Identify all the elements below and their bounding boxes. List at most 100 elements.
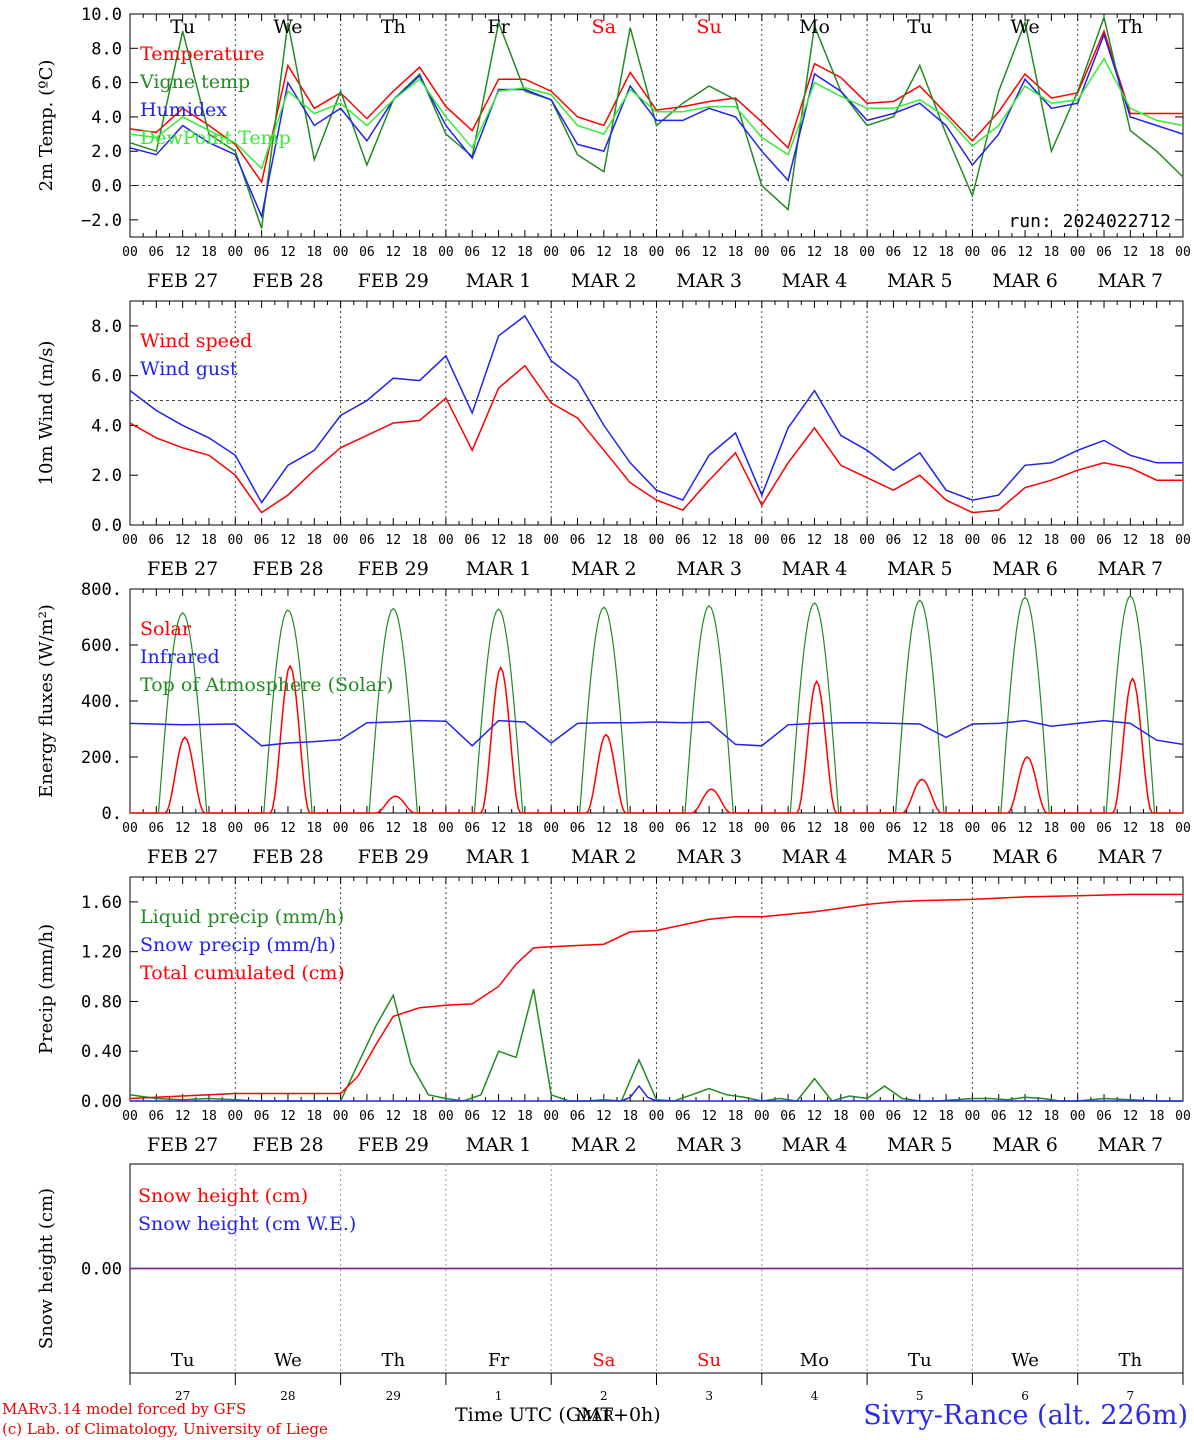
hour-label: 18 (306, 245, 322, 260)
hour-label: 00 (1175, 533, 1191, 548)
hour-label: 00 (754, 245, 770, 260)
hour-label: 12 (807, 245, 823, 260)
date-label: MAR 2 (571, 558, 637, 580)
hour-label: 00 (965, 1109, 981, 1124)
legend-entry: Liquid precip (mm/h) (140, 906, 344, 928)
hour-label: 12 (912, 821, 928, 836)
hour-label: 12 (491, 821, 507, 836)
hour-label: 00 (438, 1109, 454, 1124)
date-label: MAR 1 (466, 270, 532, 292)
hour-label: 18 (728, 245, 744, 260)
hour-label: 06 (464, 1109, 480, 1124)
hour-label: 06 (991, 821, 1007, 836)
series-line-solar (130, 664, 1183, 814)
y-tick-label: 8.0 (91, 39, 122, 59)
day-number: 29 (386, 1389, 401, 1403)
hour-label: 00 (227, 1109, 243, 1124)
hour-label: 18 (1044, 821, 1060, 836)
hour-label: 12 (1123, 1109, 1139, 1124)
hour-label: 00 (543, 533, 559, 548)
date-label: FEB 28 (252, 846, 323, 868)
hour-label: 06 (886, 245, 902, 260)
hour-label: 12 (807, 1109, 823, 1124)
hour-label: 00 (754, 1109, 770, 1124)
day-label: Th (381, 1350, 405, 1371)
date-label: MAR 7 (1098, 558, 1164, 580)
hour-label: 00 (754, 821, 770, 836)
y-tick-label: 800. (81, 580, 122, 600)
series-line-total-cumulated-cm- (129, 893, 1183, 1100)
hour-label: 18 (833, 821, 849, 836)
y-axis-label: 10m Wind (m/s) (36, 341, 57, 486)
hour-label: 00 (859, 1109, 875, 1124)
hour-label: 18 (1149, 821, 1165, 836)
legend-entry: Top of Atmosphere (Solar) (140, 674, 393, 696)
hour-label: 18 (412, 821, 428, 836)
hour-label: 06 (780, 533, 796, 548)
hour-label: 18 (306, 1109, 322, 1124)
legend-entry: Temperature (140, 43, 264, 65)
hour-label: 00 (438, 533, 454, 548)
hour-label: 00 (1175, 245, 1191, 260)
hour-label: 12 (280, 821, 296, 836)
hour-label: 12 (175, 821, 191, 836)
hour-label: 00 (965, 821, 981, 836)
date-label: MAR 1 (466, 846, 532, 868)
hour-label: 06 (359, 1109, 375, 1124)
hour-label: 12 (385, 1109, 401, 1124)
hour-label: 18 (201, 1109, 217, 1124)
hour-label: 06 (359, 245, 375, 260)
y-axis-label: Energy fluxes (W/m²) (36, 604, 57, 798)
hour-label: 12 (175, 1109, 191, 1124)
series-line-dewpoint-temp (129, 57, 1184, 170)
hour-label: 18 (517, 533, 533, 548)
hour-label: 12 (807, 821, 823, 836)
hour-label: 00 (333, 1109, 349, 1124)
hour-label: 00 (543, 1109, 559, 1124)
series-line-infrared (129, 719, 1184, 747)
hour-label: 12 (1017, 533, 1033, 548)
date-label: FEB 29 (358, 1134, 429, 1156)
hour-label: 18 (938, 533, 954, 548)
hour-label: 00 (333, 245, 349, 260)
day-label: Tu (907, 16, 932, 38)
hour-label: 18 (1149, 245, 1165, 260)
hour-label: 12 (280, 245, 296, 260)
y-tick-label: 2.0 (91, 142, 122, 162)
hour-label: 06 (1096, 821, 1112, 836)
date-label: MAR 4 (782, 558, 848, 580)
legend-entry: Snow precip (mm/h) (140, 934, 336, 956)
hour-label: 06 (464, 533, 480, 548)
y-tick-label: 200. (81, 748, 122, 768)
date-label: MAR 6 (992, 270, 1058, 292)
hour-label: 06 (886, 821, 902, 836)
hour-label: 18 (517, 245, 533, 260)
date-label: MAR 5 (887, 558, 953, 580)
date-label: MAR 2 (571, 1134, 637, 1156)
date-label: MAR 4 (782, 846, 848, 868)
hour-label: 00 (122, 1109, 138, 1124)
date-label: MAR 5 (887, 270, 953, 292)
hour-label: 06 (991, 1109, 1007, 1124)
legend-entry: Wind speed (140, 330, 252, 352)
hour-label: 00 (965, 533, 981, 548)
hour-label: 12 (491, 533, 507, 548)
day-number: 4 (811, 1389, 819, 1403)
hour-label: 00 (543, 821, 559, 836)
y-axis-label: Snow height (cm) (36, 1188, 57, 1349)
hour-label: 18 (412, 1109, 428, 1124)
date-label: MAR 1 (466, 558, 532, 580)
series-line-vigne-temp (129, 14, 1184, 229)
hour-label: 12 (1123, 245, 1139, 260)
day-label: Sa (592, 1350, 615, 1371)
location-label: Sivry-Rance (alt. 226m) (863, 1400, 1188, 1431)
hour-label: 06 (254, 245, 270, 260)
hour-label: 00 (649, 533, 665, 548)
y-axis-label: Precip (mm/h) (36, 924, 57, 1054)
date-label: MAR 2 (571, 270, 637, 292)
hour-label: 06 (254, 533, 270, 548)
hour-label: 06 (675, 533, 691, 548)
date-label: FEB 27 (147, 1134, 218, 1156)
y-tick-label: 1.60 (81, 893, 122, 913)
